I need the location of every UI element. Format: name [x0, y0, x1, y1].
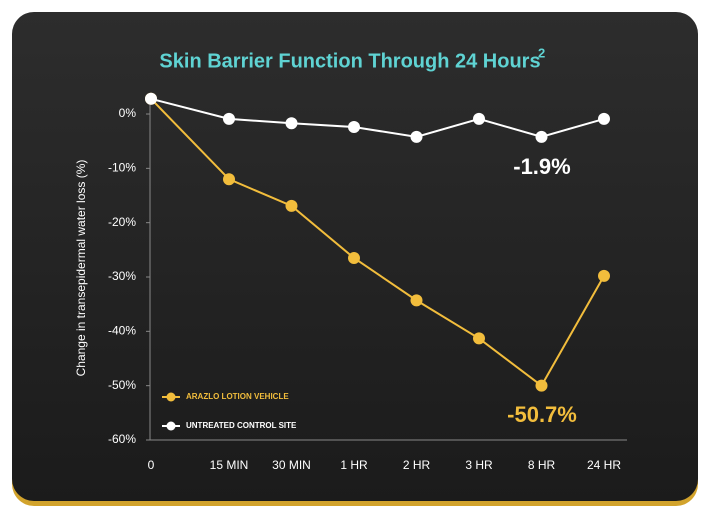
chart-title: Skin Barrier Function Through 24 Hours	[159, 50, 540, 72]
point	[535, 130, 548, 143]
point	[598, 269, 610, 282]
annotation: -50.7%	[507, 402, 577, 427]
title-superscript: 2	[538, 45, 545, 60]
legend-label: ARAZLO LOTION VEHICLE	[186, 392, 289, 401]
point	[473, 332, 485, 345]
point	[598, 112, 610, 125]
y-tick-label: 0%	[119, 106, 137, 120]
point	[223, 173, 235, 186]
legend-marker	[166, 421, 176, 431]
y-tick-label: -60%	[108, 432, 136, 446]
y-tick-label: -40%	[108, 324, 136, 338]
point	[223, 112, 235, 125]
point	[348, 121, 360, 134]
x-tick-label: 15 MIN	[210, 458, 249, 472]
point	[410, 130, 423, 143]
y-tick-label: -10%	[108, 161, 136, 175]
series-line	[150, 98, 605, 388]
point	[145, 92, 157, 105]
y-tick-label: -50%	[108, 378, 136, 392]
point	[285, 199, 298, 212]
x-tick-label: 1 HR	[340, 458, 368, 472]
x-tick-label: 2 HR	[403, 458, 431, 472]
series-line	[150, 97, 605, 138]
y-tick-label: -20%	[108, 215, 136, 229]
annotation: -1.9%	[513, 154, 570, 179]
point	[285, 117, 298, 130]
x-tick-label: 24 HR	[587, 458, 621, 472]
x-tick-label: 30 MIN	[272, 458, 311, 472]
y-axis-label: Change in transepidermal water loss (%)	[74, 160, 88, 377]
legend-marker	[166, 392, 176, 402]
point	[410, 294, 423, 307]
x-tick-label: 8 HR	[528, 458, 556, 472]
y-tick-label: -30%	[108, 269, 136, 283]
legend-label: UNTREATED CONTROL SITE	[186, 421, 297, 430]
point	[348, 251, 360, 264]
x-tick-label: 0	[148, 458, 155, 472]
point	[535, 379, 548, 392]
point	[473, 112, 485, 125]
x-tick-label: 3 HR	[465, 458, 493, 472]
